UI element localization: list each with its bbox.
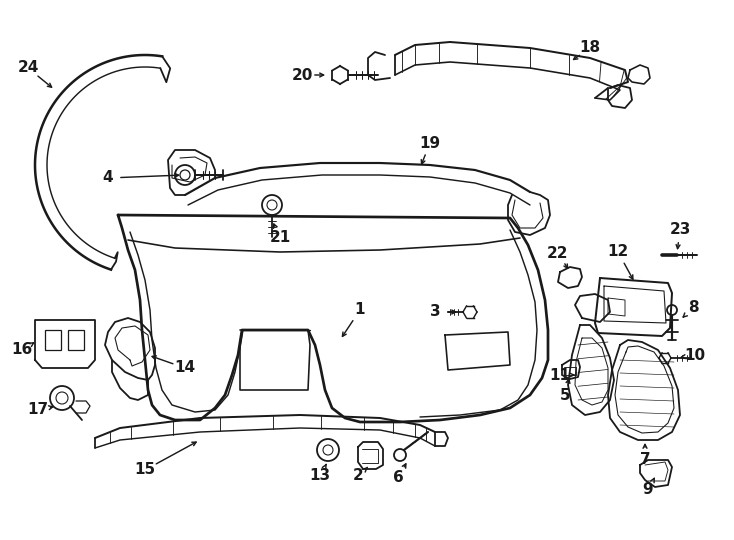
Text: 12: 12 bbox=[607, 245, 628, 260]
Text: 10: 10 bbox=[684, 348, 705, 362]
Text: 6: 6 bbox=[393, 470, 404, 485]
Text: 23: 23 bbox=[669, 222, 691, 238]
Text: 20: 20 bbox=[291, 68, 313, 83]
Bar bbox=[45, 330, 61, 350]
Text: 14: 14 bbox=[175, 361, 195, 375]
Text: 17: 17 bbox=[27, 402, 48, 417]
Text: 3: 3 bbox=[429, 305, 440, 320]
Text: 15: 15 bbox=[134, 462, 156, 477]
Text: 1: 1 bbox=[355, 302, 366, 318]
Text: 13: 13 bbox=[310, 469, 330, 483]
Text: 5: 5 bbox=[560, 388, 570, 402]
Text: 16: 16 bbox=[11, 342, 32, 357]
Text: 2: 2 bbox=[352, 469, 363, 483]
Text: 8: 8 bbox=[688, 300, 698, 315]
Text: 7: 7 bbox=[640, 453, 650, 468]
Text: 19: 19 bbox=[419, 136, 440, 151]
Bar bbox=[68, 330, 84, 350]
Text: 11: 11 bbox=[550, 368, 570, 382]
Text: 24: 24 bbox=[18, 60, 39, 76]
Text: 18: 18 bbox=[579, 40, 600, 56]
Text: 4: 4 bbox=[103, 171, 113, 186]
Text: 22: 22 bbox=[548, 246, 569, 260]
Text: 21: 21 bbox=[269, 231, 291, 246]
Text: 9: 9 bbox=[643, 483, 653, 497]
